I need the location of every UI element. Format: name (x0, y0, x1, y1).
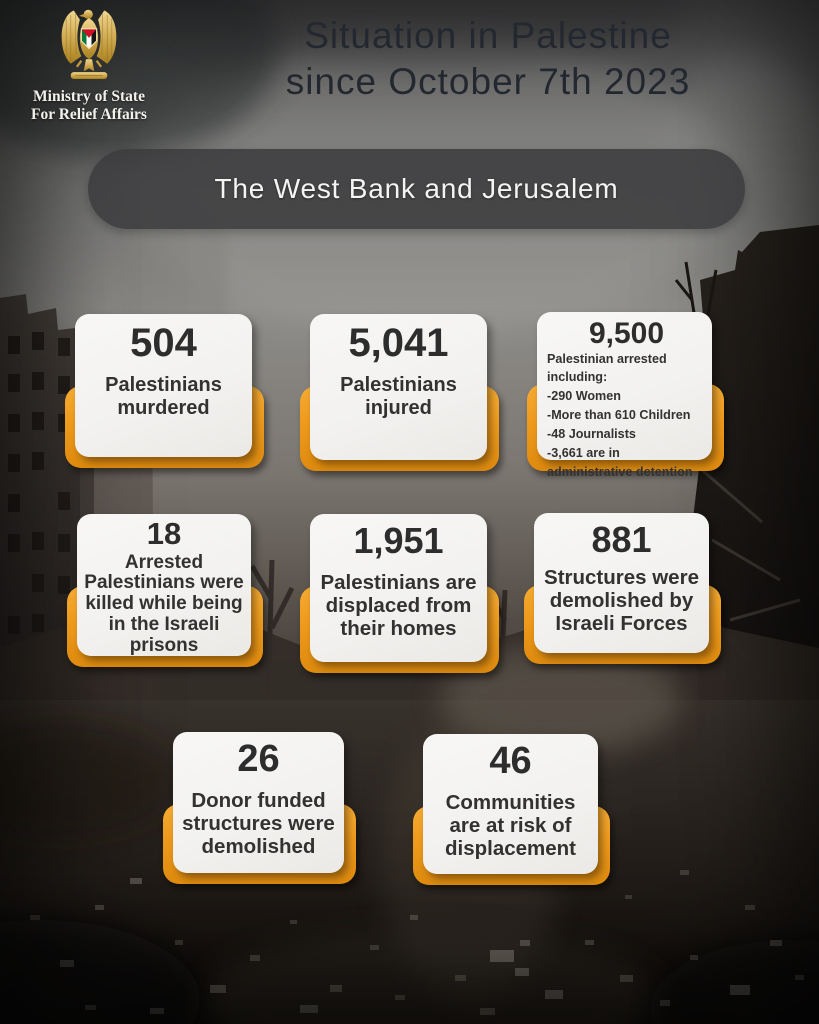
stat-card-killed-in-prisons: 18 Arrested Palestinians were killed whi… (67, 514, 263, 667)
stat-label: Palestinians are displaced from their ho… (320, 570, 477, 641)
stat-value: 18 (146, 516, 182, 551)
stat-card-donor-structures-demolished: 26 Donor funded structures were demolish… (163, 732, 356, 884)
page-title: Situation in Palestine since October 7th… (285, 15, 691, 102)
stat-label: Arrested Palestinians were killed while … (84, 551, 244, 657)
region-banner: The West Bank and Jerusalem (88, 149, 745, 229)
region-banner-label: The West Bank and Jerusalem (214, 173, 619, 204)
stat-detail: -3,661 are in administrative detention (547, 445, 693, 479)
stat-detail: -290 Women (547, 389, 621, 404)
stat-card-displaced: 1,951 Palestinians are displaced from th… (300, 514, 499, 673)
stat-label: Palestinian arrested including: (547, 351, 667, 385)
stat-label: Palestinians injured (340, 374, 457, 419)
stat-card-communities-at-risk: 46 Communities are at risk of displaceme… (413, 734, 610, 885)
eagle-emblem-icon (61, 9, 117, 79)
stat-card-palestinians-arrested: 9,500 Palestinian arrested including: -2… (527, 312, 724, 479)
stat-value: 46 (489, 740, 532, 782)
stat-detail: -More than 610 Children (547, 408, 691, 423)
stat-value: 881 (591, 519, 652, 560)
stat-value: 504 (130, 321, 197, 365)
stat-card-palestinians-injured: 5,041 Palestinians injured (300, 314, 499, 471)
stat-card-structures-demolished: 881 Structures were demolished by Israel… (524, 513, 721, 664)
ministry-name: Ministry of State For Relief Affairs (31, 88, 147, 123)
stat-value: 1,951 (353, 520, 444, 561)
stat-value: 5,041 (348, 321, 449, 365)
stat-card-palestinians-murdered: 504 Palestinians murdered (65, 314, 264, 468)
ministry-logo: Ministry of State For Relief Affairs (14, 2, 164, 124)
stat-label: Donor funded structures were demolished (182, 788, 335, 859)
stat-value: 26 (237, 738, 280, 780)
stat-value: 9,500 (588, 317, 665, 350)
stat-label: Structures were demolished by Israeli Fo… (544, 565, 699, 636)
stat-label: Communities are at risk of displacement (444, 790, 577, 861)
stat-detail: -48 Journalists (547, 427, 636, 442)
stat-label: Palestinians murdered (105, 374, 222, 419)
